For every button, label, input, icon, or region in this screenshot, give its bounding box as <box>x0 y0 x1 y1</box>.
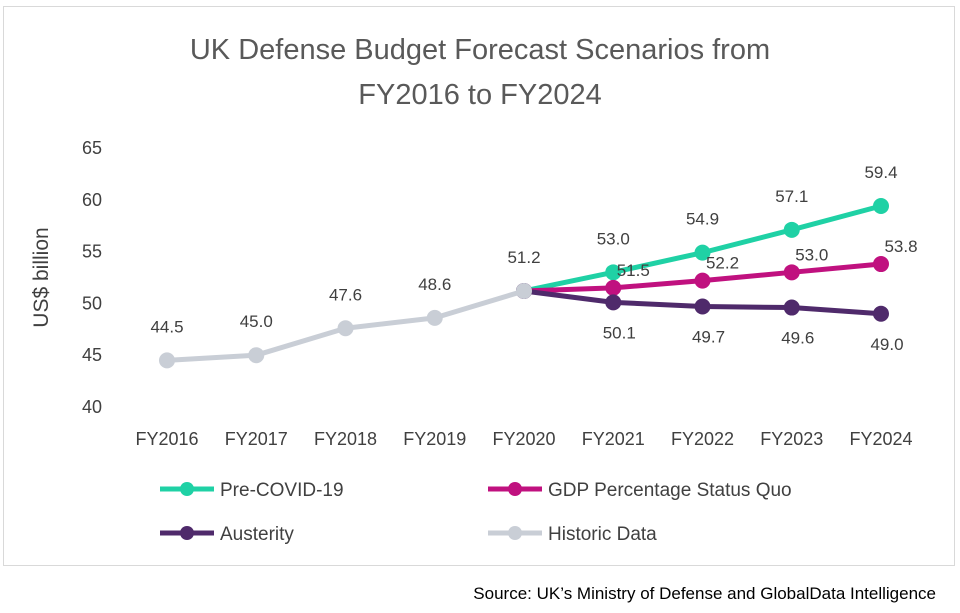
data-label: 53.0 <box>597 229 630 248</box>
data-label: 49.0 <box>870 335 903 354</box>
y-tick-label: 45 <box>82 345 102 365</box>
data-point <box>426 309 443 326</box>
x-tick-label: FY2017 <box>225 429 288 449</box>
data-label: 50.1 <box>603 323 636 342</box>
data-label: 53.0 <box>795 245 828 264</box>
data-point <box>783 221 800 238</box>
chart-title-line-1: UK Defense Budget Forecast Scenarios fro… <box>190 34 770 66</box>
x-tick-label: FY2018 <box>314 429 377 449</box>
x-tick-label: FY2016 <box>135 429 198 449</box>
x-axis: FY2016 FY2017 FY2018 FY2019 FY2020 FY2021 FY20… <box>135 429 912 449</box>
legend-marker <box>508 482 522 496</box>
x-tick-label: FY2019 <box>403 429 466 449</box>
legend-marker <box>180 482 194 496</box>
legend-label: Pre-COVID-19 <box>220 480 344 501</box>
data-label: 53.8 <box>884 237 917 256</box>
data-point <box>248 347 265 364</box>
legend-label: GDP Percentage Status Quo <box>548 480 792 501</box>
chart-title-line-2: FY2016 to FY2024 <box>358 79 601 111</box>
y-axis-label: US$ billion <box>30 227 53 327</box>
x-tick-label: FY2022 <box>671 429 734 449</box>
chart-frame: UK Defense Budget Forecast Scenarios fro… <box>3 6 955 566</box>
data-point <box>605 294 622 311</box>
data-point <box>694 298 711 315</box>
legend: Pre-COVID-19 GDP Percentage Status Quo Aus… <box>160 480 792 545</box>
data-point <box>337 320 354 337</box>
series-group <box>159 198 889 369</box>
data-point <box>873 305 889 322</box>
y-tick-label: 65 <box>82 138 102 158</box>
x-tick-label: FY2021 <box>582 429 645 449</box>
data-label: 59.4 <box>864 163 897 182</box>
data-label: 52.2 <box>706 254 739 273</box>
data-label: 57.1 <box>775 187 808 206</box>
data-point <box>605 279 622 296</box>
data-label: 49.7 <box>692 328 725 347</box>
series-historic-data <box>159 282 532 369</box>
source-note: Source: UK’s Ministry of Defense and Glo… <box>473 584 936 603</box>
legend-marker <box>508 526 522 540</box>
data-point <box>873 256 889 273</box>
legend-item: Pre-COVID-19 <box>160 480 344 501</box>
data-label: 45.0 <box>240 312 273 331</box>
line-chart: UK Defense Budget Forecast Scenarios fro… <box>30 34 918 545</box>
data-label: 47.6 <box>329 285 362 304</box>
legend-marker <box>180 526 194 540</box>
data-point <box>516 282 532 299</box>
legend-item: Austerity <box>160 524 294 545</box>
data-point <box>783 299 800 316</box>
legend-label: Historic Data <box>548 524 657 545</box>
y-tick-label: 40 <box>82 397 102 417</box>
data-labels: 53.0 54.9 57.1 59.4 51.5 52.2 53.0 53.8 50.1 49.7… <box>150 163 917 354</box>
data-point <box>605 264 622 281</box>
data-point <box>783 264 800 281</box>
data-label: 44.5 <box>150 317 183 336</box>
data-point <box>873 198 889 215</box>
series-gdp-percentage-status-quo <box>516 256 889 299</box>
y-axis: 40 45 50 55 60 65 US$ billion <box>30 138 102 417</box>
data-point <box>694 272 711 289</box>
x-tick-label: FY2020 <box>492 429 555 449</box>
data-label: 49.6 <box>781 329 814 348</box>
data-point <box>694 244 711 261</box>
chart-title: UK Defense Budget Forecast Scenarios fro… <box>190 34 770 111</box>
data-label: 51.5 <box>617 261 650 280</box>
legend-label: Austerity <box>220 524 294 545</box>
x-tick-label: FY2023 <box>760 429 823 449</box>
data-point <box>159 352 175 369</box>
y-tick-label: 50 <box>82 293 102 313</box>
legend-item: GDP Percentage Status Quo <box>488 480 792 501</box>
y-tick-label: 55 <box>82 242 102 262</box>
data-label: 54.9 <box>686 210 719 229</box>
data-label: 48.6 <box>418 275 451 294</box>
y-tick-label: 60 <box>82 190 102 210</box>
data-label: 51.2 <box>507 248 540 267</box>
x-tick-label: FY2024 <box>849 429 912 449</box>
legend-item: Historic Data <box>488 524 657 545</box>
